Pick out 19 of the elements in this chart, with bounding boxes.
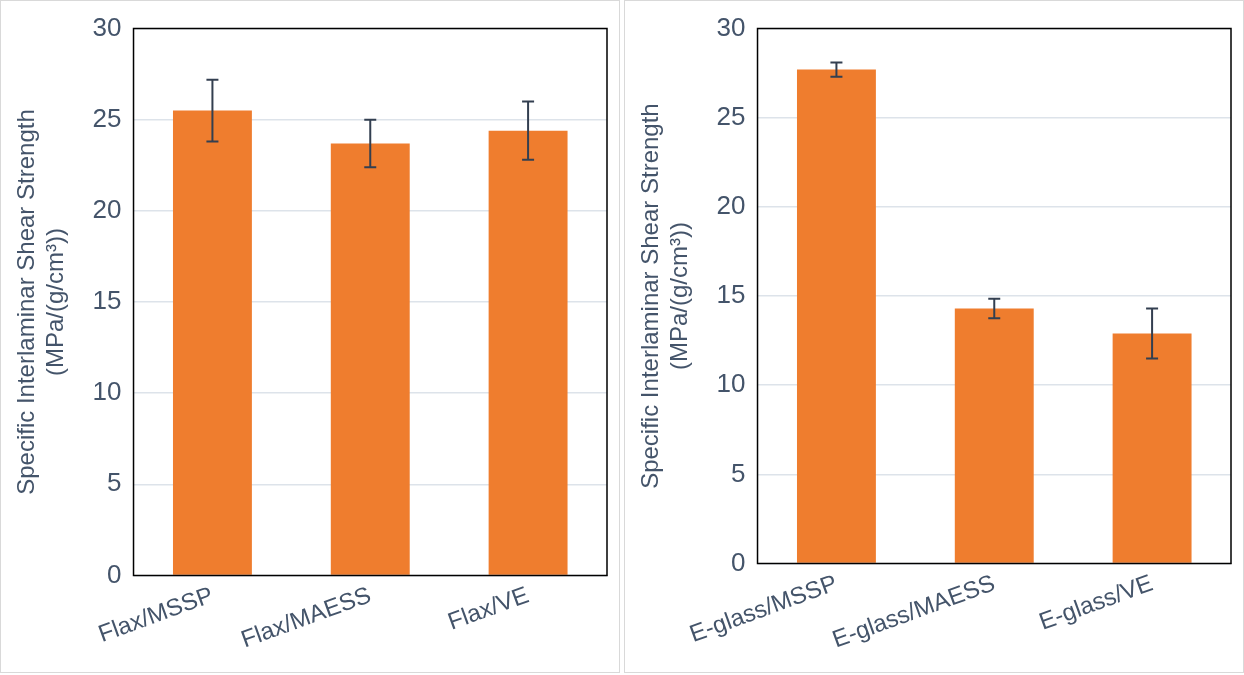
y-tick-label: 20 (716, 190, 746, 221)
bar (796, 69, 876, 563)
y-tick-label: 0 (731, 546, 746, 577)
y-tick-label: 30 (92, 11, 122, 42)
y-axis-title: Specific Interlaminar Shear Strength (MPa/(g/cm³)) (636, 103, 692, 489)
y-tick-label: 15 (716, 279, 746, 310)
bar (1112, 333, 1192, 563)
y-tick-label: 10 (716, 368, 746, 399)
y-tick-label: 25 (92, 102, 122, 133)
y-tick-label: 30 (716, 11, 746, 42)
y-tick-label: 15 (92, 285, 122, 316)
y-tick-label: 20 (92, 194, 122, 225)
y-tick-label: 5 (731, 457, 746, 488)
bar (954, 308, 1034, 563)
y-tick-label: 0 (107, 558, 122, 589)
y-tick-label: 5 (107, 467, 122, 498)
y-tick-label: 10 (92, 376, 122, 407)
y-axis-title: Specific Interlaminar Shear Strength (MPa/(g/cm³)) (12, 109, 68, 495)
y-tick-label: 25 (716, 100, 746, 131)
